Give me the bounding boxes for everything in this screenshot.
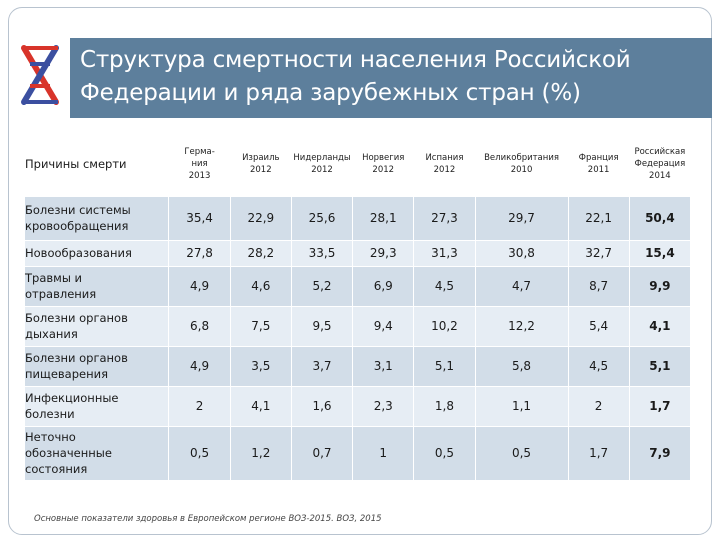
- table-row: Болезни органов пищеварения 4,9 3,5 3,7 3,1 5,…: [25, 346, 692, 387]
- value-cell: 4,9: [168, 266, 231, 307]
- header-country: Герма-ния 2013: [168, 133, 231, 197]
- table-row: Болезни системы кровообращения 35,4 22,9 25,…: [25, 196, 692, 241]
- value-cell: 1: [352, 426, 415, 481]
- table-row: Инфекционные болезни 2 4,1 1,6 2,3 1,8 1,1 2 1,7: [25, 386, 692, 427]
- table-row: Болезни органов дыхания 6,8 7,5 9,5 9,4 10,2 12…: [25, 306, 692, 347]
- cause-cell: Болезни системы кровообращения: [25, 196, 170, 241]
- value-cell: 4,7: [475, 266, 569, 307]
- value-cell: 2: [168, 386, 231, 427]
- cause-cell: Травмы и отравления: [25, 266, 170, 307]
- header-country: Российская Федерация 2014: [629, 133, 692, 197]
- table-row: Неточно обозначенные состояния 0,5 1,2 0,7 1 0,…: [25, 426, 692, 481]
- value-cell: 4,9: [168, 346, 231, 387]
- value-cell: 2: [568, 386, 630, 427]
- value-cell: 22,1: [568, 196, 630, 241]
- value-cell: 7,5: [230, 306, 292, 347]
- value-cell: 4,1: [629, 306, 692, 347]
- value-cell: 33,5: [291, 240, 354, 267]
- value-cell: 31,3: [413, 240, 476, 267]
- value-cell: 35,4: [168, 196, 231, 241]
- value-cell: 3,5: [230, 346, 292, 387]
- value-cell: 1,1: [475, 386, 569, 427]
- value-cell: 1,7: [568, 426, 630, 481]
- dna-logo-icon: [21, 45, 59, 105]
- value-cell: 1,7: [629, 386, 692, 427]
- value-cell: 32,7: [568, 240, 630, 267]
- header-country: Великобритания 2010: [475, 133, 569, 197]
- value-cell: 28,2: [230, 240, 292, 267]
- value-cell: 28,1: [352, 196, 415, 241]
- title-line-2: Федерации и ряда зарубежных стран (%): [80, 80, 581, 106]
- value-cell: 8,7: [568, 266, 630, 307]
- cause-cell: Болезни органов дыхания: [25, 306, 170, 347]
- title-bar: Структура смертности населения Российско…: [70, 38, 712, 118]
- value-cell: 0,5: [413, 426, 476, 481]
- value-cell: 1,8: [413, 386, 476, 427]
- value-cell: 2,3: [352, 386, 415, 427]
- table-row: Новообразования 27,8 28,2 33,5 29,3 31,3 30,8 3…: [25, 240, 692, 267]
- value-cell: 30,8: [475, 240, 569, 267]
- value-cell: 27,3: [413, 196, 476, 241]
- value-cell: 4,5: [568, 346, 630, 387]
- value-cell: 5,1: [413, 346, 476, 387]
- value-cell: 6,8: [168, 306, 231, 347]
- value-cell: 5,2: [291, 266, 354, 307]
- header-country: Испания 2012: [413, 133, 476, 197]
- value-cell: 5,8: [475, 346, 569, 387]
- header-cause: Причины смерти: [25, 133, 170, 197]
- header-country: Израиль 2012: [230, 133, 292, 197]
- value-cell: 1,2: [230, 426, 292, 481]
- value-cell: 12,2: [475, 306, 569, 347]
- value-cell: 4,1: [230, 386, 292, 427]
- value-cell: 15,4: [629, 240, 692, 267]
- value-cell: 0,5: [168, 426, 231, 481]
- cause-cell: Болезни органов пищеварения: [25, 346, 170, 387]
- value-cell: 0,7: [291, 426, 354, 481]
- value-cell: 29,7: [475, 196, 569, 241]
- cause-cell: Новообразования: [25, 240, 170, 267]
- value-cell: 0,5: [475, 426, 569, 481]
- value-cell: 3,7: [291, 346, 354, 387]
- table-header-row: Причины смерти Герма-ния 2013 Израиль 2012…: [25, 133, 692, 197]
- mortality-table: Причины смерти Герма-ния 2013 Израиль 2012…: [25, 133, 692, 481]
- value-cell: 4,5: [413, 266, 476, 307]
- value-cell: 6,9: [352, 266, 415, 307]
- value-cell: 10,2: [413, 306, 476, 347]
- value-cell: 9,9: [629, 266, 692, 307]
- value-cell: 4,6: [230, 266, 292, 307]
- value-cell: 3,1: [352, 346, 415, 387]
- title-line-1: Структура смертности населения Российско…: [80, 47, 631, 73]
- value-cell: 1,6: [291, 386, 354, 427]
- value-cell: 50,4: [629, 196, 692, 241]
- header-country: Норвегия 2012: [352, 133, 415, 197]
- header-country: Франция 2011: [568, 133, 630, 197]
- value-cell: 9,4: [352, 306, 415, 347]
- value-cell: 27,8: [168, 240, 231, 267]
- header-country: Нидерланды 2012: [291, 133, 354, 197]
- value-cell: 22,9: [230, 196, 292, 241]
- value-cell: 5,1: [629, 346, 692, 387]
- value-cell: 25,6: [291, 196, 354, 241]
- value-cell: 5,4: [568, 306, 630, 347]
- table-row: Травмы и отравления 4,9 4,6 5,2 6,9 4,5 4,7 8,7 9…: [25, 266, 692, 307]
- cause-cell: Неточно обозначенные состояния: [25, 426, 170, 481]
- value-cell: 7,9: [629, 426, 692, 481]
- value-cell: 9,5: [291, 306, 354, 347]
- value-cell: 29,3: [352, 240, 415, 267]
- cause-cell: Инфекционные болезни: [25, 386, 170, 427]
- source-note: Основные показатели здоровья в Европейск…: [34, 514, 382, 524]
